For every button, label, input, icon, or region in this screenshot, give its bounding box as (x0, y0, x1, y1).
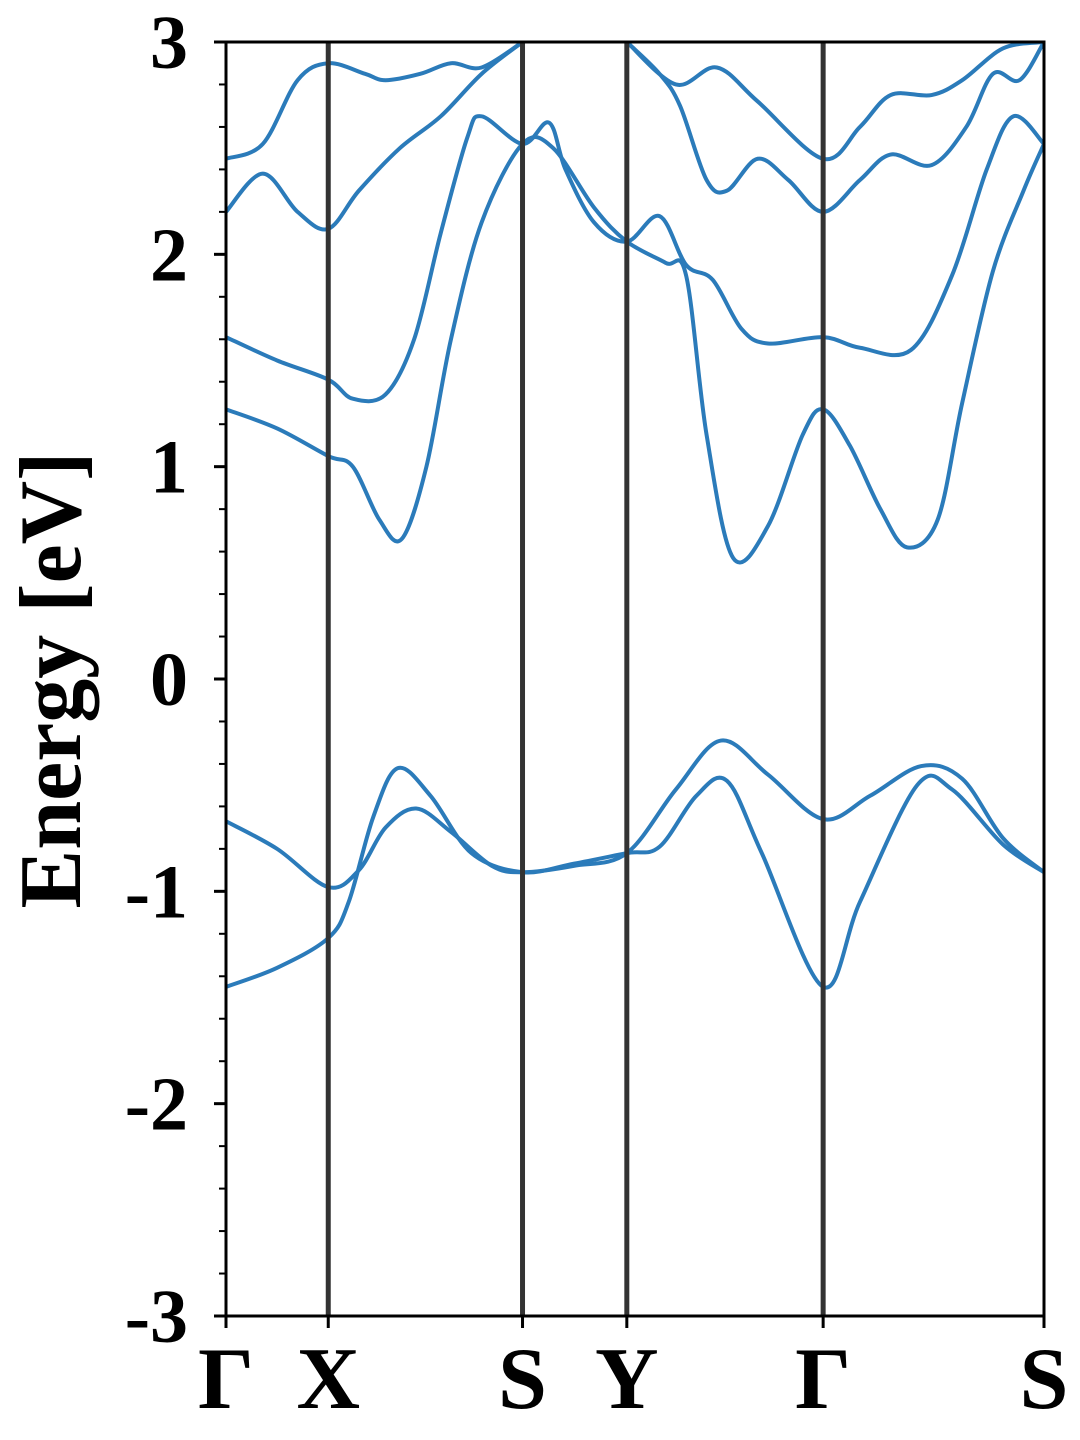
plot-frame (224, 40, 1046, 1318)
x-tick-label: Y (595, 1331, 659, 1428)
x-tick-label: Γ (795, 1331, 851, 1428)
y-tick-label: -3 (125, 1275, 188, 1359)
y-tick-label: 0 (150, 638, 188, 722)
y-axis-label: Energy [eV] (3, 452, 100, 909)
band-line-6 (226, 42, 525, 161)
x-tick-label: S (498, 1331, 547, 1428)
y-tick-label: 1 (150, 426, 188, 510)
x-tick-label: X (296, 1331, 360, 1428)
band-line-1 (226, 765, 1044, 990)
x-tick-label: Γ (198, 1331, 254, 1428)
band-line-4 (226, 114, 1044, 404)
y-tick-label: 3 (150, 1, 188, 85)
y-tick-label: -1 (125, 850, 188, 934)
band-line-2 (226, 738, 1044, 890)
y-tick-label: 2 (150, 213, 188, 297)
band-line-8 (624, 42, 1044, 162)
x-tick-label: S (1020, 1331, 1069, 1428)
band-line-5 (226, 42, 525, 232)
y-tick-label: -2 (125, 1063, 188, 1147)
band-line-3 (226, 135, 1044, 565)
